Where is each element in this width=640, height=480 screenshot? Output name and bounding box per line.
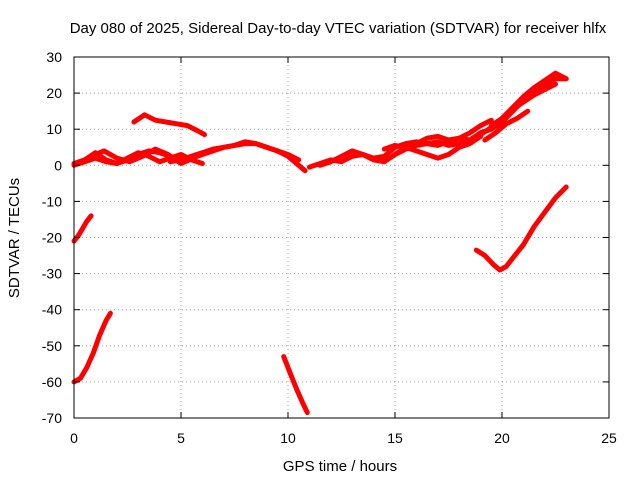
x-tick-label: 20 xyxy=(494,430,510,446)
y-tick-label: -70 xyxy=(42,410,62,426)
series-line-arc-6 xyxy=(131,112,207,138)
chart-title: Day 080 of 2025, Sidereal Day-to-day VTE… xyxy=(70,20,607,37)
series-line-arc-18 xyxy=(473,184,569,273)
axis-ticks xyxy=(73,56,610,419)
x-axis-label: GPS time / hours xyxy=(283,458,397,475)
y-axis-label: SDTVAR / TECUs xyxy=(6,178,23,298)
series-line-arc-2 xyxy=(71,310,113,385)
y-tick-label: -10 xyxy=(42,193,62,209)
y-tick-label: -20 xyxy=(42,230,62,246)
series-line-arc-9 xyxy=(281,354,310,416)
data-series xyxy=(71,70,569,416)
x-tick-label: 0 xyxy=(70,430,78,446)
y-tick-label: -60 xyxy=(42,374,62,390)
y-tick-label: 10 xyxy=(46,121,62,137)
series-line-arc-8 xyxy=(189,139,302,163)
x-tick-label: 5 xyxy=(177,430,185,446)
y-tick-label: -40 xyxy=(42,302,62,318)
x-tick-label: 10 xyxy=(280,430,296,446)
y-tick-label: -30 xyxy=(42,266,62,282)
x-tick-label: 15 xyxy=(387,430,403,446)
series-line-arc-17 xyxy=(482,108,531,143)
x-tick-labels: 0 5 10 15 20 25 xyxy=(70,430,617,446)
series-line-arc-16 xyxy=(499,81,558,121)
series-line-arc-12 xyxy=(381,117,494,152)
y-tick-label: -50 xyxy=(42,338,62,354)
y-tick-label: 0 xyxy=(54,157,62,173)
x-tick-label: 25 xyxy=(601,430,617,446)
y-tick-label: 20 xyxy=(46,85,62,101)
y-tick-label: 30 xyxy=(46,49,62,65)
y-tick-labels: -70 -60 -50 -40 -30 -20 -10 0 10 20 30 xyxy=(42,49,62,426)
series-line-arc-4 xyxy=(71,150,205,168)
